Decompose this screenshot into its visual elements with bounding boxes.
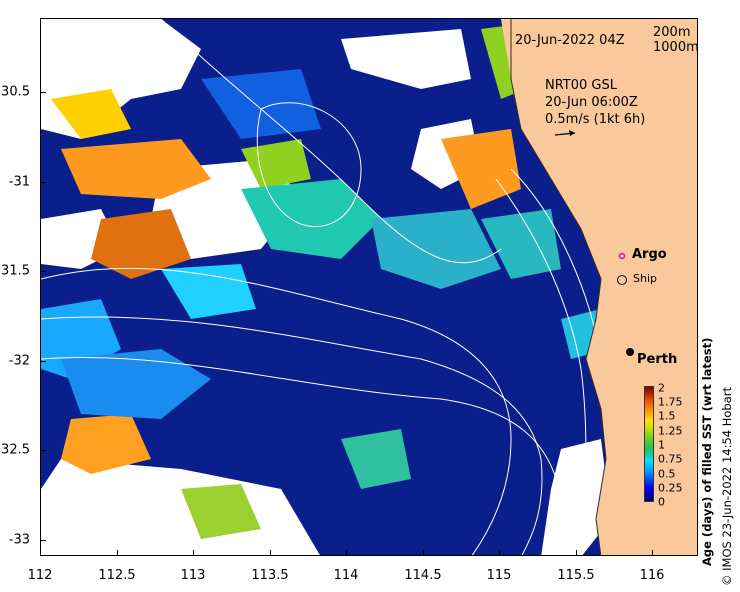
y-tick-mark — [40, 271, 46, 272]
colorbar — [644, 386, 654, 502]
colorbar-tick: 2 — [658, 381, 665, 395]
y-tick-label: -32 — [8, 353, 30, 369]
x-tick-mark — [576, 550, 577, 556]
argo-marker-icon — [618, 252, 626, 260]
colorbar-tick: 1 — [658, 438, 665, 452]
y-tick-mark — [40, 450, 46, 451]
colorbar-title: Age (days) of filled SST (wrt latest) — [700, 337, 714, 566]
coastline — [510, 19, 607, 555]
perth-marker-icon — [626, 348, 634, 356]
x-tick-mark — [270, 550, 271, 556]
y-tick-mark — [40, 182, 46, 183]
y-tick-mark — [40, 540, 46, 541]
x-tick-label: 115 — [486, 568, 512, 583]
x-tick-mark — [40, 550, 41, 556]
y-tick-mark — [40, 361, 46, 362]
colorbar-tick: 0.5 — [658, 467, 676, 481]
date-label: 20-Jun-2022 04Z — [515, 33, 625, 48]
colorbar-tick: 1.25 — [658, 424, 683, 438]
colorbar-tick: 1.5 — [658, 409, 676, 423]
map-plot: 20-Jun-2022 04Z 200m 1000m NRT00 GSL 20-… — [40, 18, 698, 556]
y-tick-label: 32.5 — [1, 442, 30, 458]
x-tick-label: 112.5 — [98, 568, 136, 583]
x-tick-mark — [193, 550, 194, 556]
current-time-label: 20-Jun 06:00Z — [545, 95, 638, 110]
colorbar-tick: 0 — [658, 495, 665, 509]
x-tick-label: 116 — [639, 568, 665, 583]
x-tick-label: 114.5 — [404, 568, 442, 583]
colorbar-tick: 0.75 — [658, 452, 683, 466]
y-tick-label: -33 — [8, 532, 30, 548]
scale-arrow — [554, 130, 576, 136]
sst-mid-patches — [61, 69, 561, 419]
y-tick-label: 30.5 — [1, 84, 30, 100]
ship-marker-icon — [617, 275, 627, 285]
x-tick-label: 115.5 — [557, 568, 595, 583]
current-model-label: NRT00 GSL — [545, 78, 617, 93]
credit-line: © IMOS 23-Jun-2022 14:54 Hobart — [720, 386, 734, 586]
y-tick-label: 31.5 — [1, 263, 30, 279]
legend-argo-label: Argo — [632, 247, 667, 262]
contour-label-1000m: 1000m — [653, 40, 698, 55]
legend-ship-label: Ship — [633, 272, 657, 285]
current-scale-label: 0.5m/s (1kt 6h) — [545, 112, 646, 127]
x-tick-label: 114 — [333, 568, 359, 583]
x-tick-mark — [499, 550, 500, 556]
x-tick-mark — [423, 550, 424, 556]
x-tick-mark — [117, 550, 118, 556]
colorbar-tick: 0.25 — [658, 481, 683, 495]
y-tick-label: -31 — [8, 174, 30, 190]
contour-label-200m: 200m — [653, 25, 691, 40]
x-tick-label: 113.5 — [251, 568, 289, 583]
city-label-perth: Perth — [637, 352, 678, 367]
x-tick-mark — [652, 550, 653, 556]
x-tick-mark — [346, 550, 347, 556]
y-tick-mark — [40, 92, 46, 93]
colorbar-tick: 1.75 — [658, 395, 683, 409]
x-tick-label: 112 — [27, 568, 53, 583]
x-tick-label: 113 — [180, 568, 206, 583]
